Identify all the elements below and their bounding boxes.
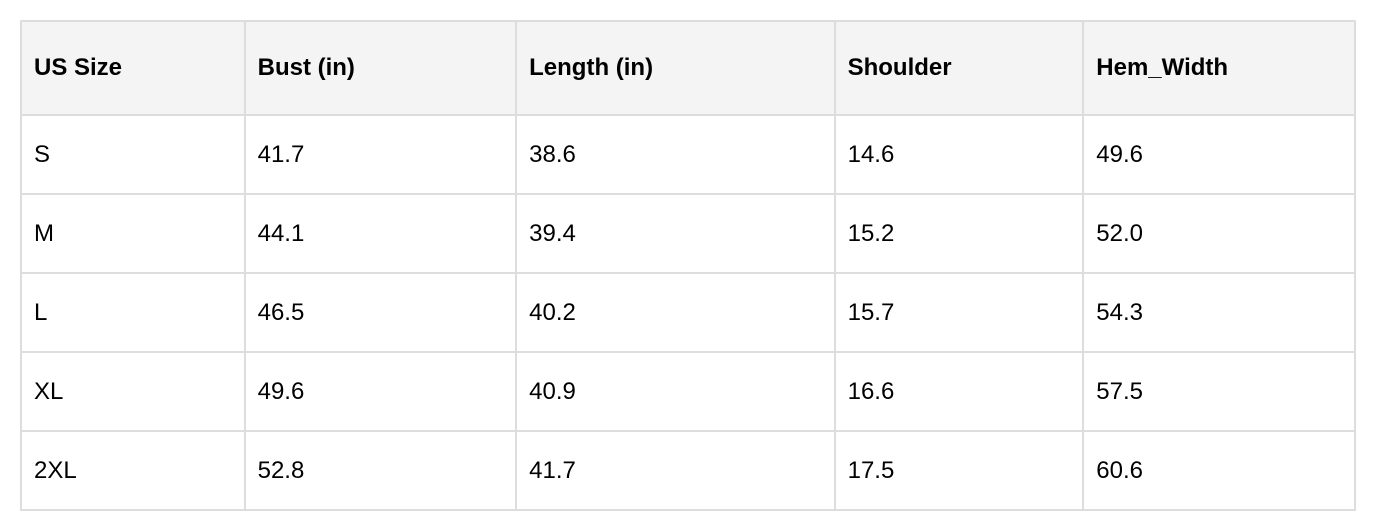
table-cell: 15.7: [834, 273, 1084, 352]
table-cell: 17.5: [834, 431, 1084, 510]
table-cell: L: [21, 273, 245, 352]
header-cell: Hem_Width: [1083, 21, 1355, 115]
table-cell: 44.1: [244, 194, 517, 273]
table-row: M 44.1 39.4 15.2 52.0: [21, 194, 1355, 273]
table-cell: 52.0: [1083, 194, 1355, 273]
table-cell: 57.5: [1083, 352, 1355, 431]
table-row: 2XL 52.8 41.7 17.5 60.6: [21, 431, 1355, 510]
header-cell: Bust (in): [244, 21, 517, 115]
header-cell: Length (in): [516, 21, 835, 115]
table-cell: 60.6: [1083, 431, 1355, 510]
table-cell: 40.2: [516, 273, 835, 352]
table-body: S 41.7 38.6 14.6 49.6 M 44.1 39.4 15.2 52.0 L 46.5 4…: [21, 115, 1355, 510]
table-cell: 15.2: [834, 194, 1084, 273]
header-cell: Shoulder: [834, 21, 1084, 115]
table-cell: 52.8: [244, 431, 517, 510]
table-cell: 49.6: [244, 352, 517, 431]
table-cell: M: [21, 194, 245, 273]
table-header: US Size Bust (in) Length (in) Shoulder Hem_W…: [21, 21, 1355, 115]
table-cell: 54.3: [1083, 273, 1355, 352]
table-row: XL 49.6 40.9 16.6 57.5: [21, 352, 1355, 431]
table-cell: 49.6: [1083, 115, 1355, 194]
table-cell: 14.6: [834, 115, 1084, 194]
size-table: US Size Bust (in) Length (in) Shoulder Hem_W…: [20, 20, 1356, 511]
table-cell: 46.5: [244, 273, 517, 352]
table-cell: 2XL: [21, 431, 245, 510]
table-cell: 40.9: [516, 352, 835, 431]
table-cell: XL: [21, 352, 245, 431]
table-row: S 41.7 38.6 14.6 49.6: [21, 115, 1355, 194]
header-row: US Size Bust (in) Length (in) Shoulder Hem_W…: [21, 21, 1355, 115]
table-cell: 41.7: [244, 115, 517, 194]
table-cell: 41.7: [516, 431, 835, 510]
table-cell: S: [21, 115, 245, 194]
table-row: L 46.5 40.2 15.7 54.3: [21, 273, 1355, 352]
table-cell: 16.6: [834, 352, 1084, 431]
table-cell: 39.4: [516, 194, 835, 273]
header-cell: US Size: [21, 21, 245, 115]
table-cell: 38.6: [516, 115, 835, 194]
